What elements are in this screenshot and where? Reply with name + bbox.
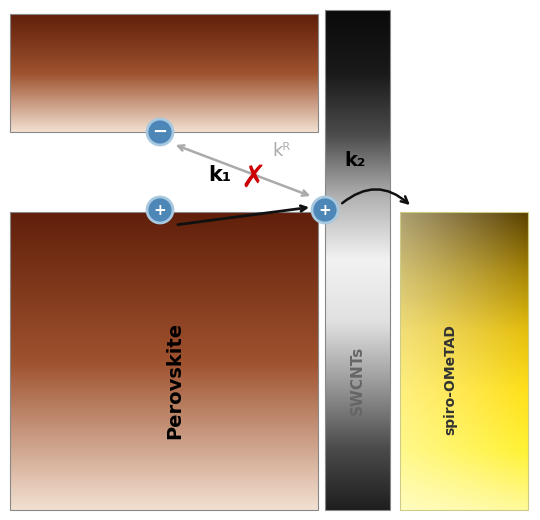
Text: Perovskite: Perovskite <box>165 321 185 438</box>
Bar <box>325 10 390 510</box>
Circle shape <box>147 197 173 223</box>
FancyArrowPatch shape <box>342 189 408 203</box>
Bar <box>10 14 318 132</box>
Text: SWCNTs: SWCNTs <box>349 345 364 414</box>
Text: k₂: k₂ <box>345 150 366 170</box>
Text: −: − <box>152 123 167 141</box>
Text: +: + <box>319 202 332 217</box>
Text: spiro-OMeTAD: spiro-OMeTAD <box>443 324 457 435</box>
Text: k₁: k₁ <box>208 165 232 185</box>
Text: ✗: ✗ <box>240 164 266 193</box>
Bar <box>400 212 528 510</box>
Circle shape <box>312 197 338 223</box>
Circle shape <box>147 119 173 145</box>
Text: +: + <box>153 202 166 217</box>
Bar <box>10 212 318 510</box>
Text: kᴿ: kᴿ <box>272 141 290 160</box>
